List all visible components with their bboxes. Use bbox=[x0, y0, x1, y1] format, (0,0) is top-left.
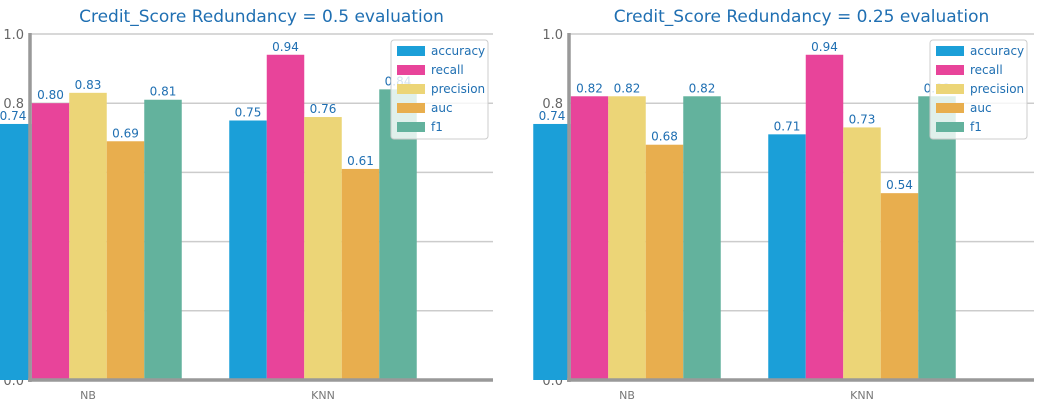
chart-panel-2: Credit_Score Redundancy = 0.25 evaluatio… bbox=[533, 7, 1034, 402]
legend-label-recall: recall bbox=[970, 63, 1003, 77]
y-tick-label: 1.0 bbox=[542, 28, 563, 43]
data-label-auc-NB: 0.68 bbox=[651, 130, 678, 144]
legend-swatch-accuracy bbox=[936, 46, 964, 56]
data-label-auc-KNN: 0.54 bbox=[886, 178, 913, 192]
bar-f1-NB bbox=[683, 96, 721, 380]
data-label-precision-KNN: 0.73 bbox=[849, 112, 876, 126]
bar-auc-NB bbox=[106, 141, 145, 380]
bar-accuracy-NB bbox=[0, 123, 32, 381]
bar-recall-NB bbox=[570, 96, 609, 380]
bar-auc-NB bbox=[645, 144, 684, 380]
chart-title: Credit_Score Redundancy = 0.25 evaluatio… bbox=[614, 7, 990, 27]
bar-accuracy-KNN bbox=[229, 120, 267, 380]
bar-recall-KNN bbox=[266, 54, 305, 380]
x-tick-label: NB bbox=[619, 389, 635, 402]
data-label-accuracy-KNN: 0.75 bbox=[235, 106, 262, 120]
legend-label-precision: precision bbox=[970, 82, 1024, 96]
legend-label-auc: auc bbox=[970, 101, 992, 115]
y-tick-label: 0.8 bbox=[3, 97, 24, 112]
data-label-auc-NB: 0.69 bbox=[112, 126, 139, 140]
legend: accuracy recall precision auc f1 bbox=[390, 39, 489, 140]
bar-precision-KNN bbox=[843, 127, 881, 380]
legend-swatch-recall bbox=[936, 65, 964, 75]
legend-label-accuracy: accuracy bbox=[970, 44, 1024, 58]
legend-frame bbox=[929, 39, 1028, 140]
bar-precision-KNN bbox=[304, 117, 342, 380]
legend-swatch-auc bbox=[936, 103, 964, 113]
bar-f1-NB bbox=[144, 99, 182, 381]
data-label-accuracy-NB: 0.74 bbox=[539, 109, 566, 123]
legend: accuracy recall precision auc f1 bbox=[929, 39, 1028, 140]
legend-swatch-accuracy bbox=[397, 46, 425, 56]
bar-recall-KNN bbox=[805, 54, 844, 380]
legend-swatch-auc bbox=[397, 103, 425, 113]
bar-auc-KNN bbox=[341, 168, 380, 380]
legend-swatch-f1 bbox=[397, 122, 425, 132]
data-label-precision-NB: 0.82 bbox=[614, 81, 641, 95]
legend-frame bbox=[390, 39, 489, 140]
legend-label-precision: precision bbox=[431, 82, 485, 96]
legend-swatch-precision bbox=[397, 84, 425, 94]
legend-swatch-recall bbox=[397, 65, 425, 75]
data-label-precision-KNN: 0.76 bbox=[310, 102, 337, 116]
data-label-f1-NB: 0.81 bbox=[150, 85, 177, 99]
bar-accuracy-KNN bbox=[768, 134, 806, 380]
data-label-accuracy-NB: 0.74 bbox=[0, 109, 26, 123]
legend-label-auc: auc bbox=[431, 101, 453, 115]
data-label-accuracy-KNN: 0.71 bbox=[774, 119, 801, 133]
bar-recall-NB bbox=[31, 103, 70, 380]
legend-label-recall: recall bbox=[431, 63, 464, 77]
data-label-recall-NB: 0.82 bbox=[576, 81, 603, 95]
x-tick-label: NB bbox=[80, 389, 96, 402]
data-label-f1-NB: 0.82 bbox=[689, 81, 716, 95]
bar-precision-NB bbox=[608, 96, 646, 380]
data-label-recall-NB: 0.80 bbox=[37, 88, 64, 102]
bar-f1-KNN bbox=[918, 96, 956, 380]
x-tick-label: KNN bbox=[311, 389, 335, 402]
legend-label-f1: f1 bbox=[970, 120, 982, 134]
bar-precision-NB bbox=[69, 92, 107, 380]
x-tick-label: KNN bbox=[850, 389, 874, 402]
chart-panel-1: Credit_Score Redundancy = 0.5 evaluation… bbox=[0, 7, 493, 402]
legend-label-f1: f1 bbox=[431, 120, 443, 134]
data-label-auc-KNN: 0.61 bbox=[347, 154, 374, 168]
y-tick-label: 0.8 bbox=[542, 97, 563, 112]
chart-title: Credit_Score Redundancy = 0.5 evaluation bbox=[79, 7, 444, 27]
bar-auc-KNN bbox=[880, 193, 919, 380]
y-tick-label: 1.0 bbox=[3, 28, 24, 43]
legend-swatch-f1 bbox=[936, 122, 964, 132]
bar-accuracy-NB bbox=[533, 123, 571, 381]
data-label-recall-KNN: 0.94 bbox=[272, 40, 299, 54]
data-label-recall-KNN: 0.94 bbox=[811, 40, 838, 54]
data-label-precision-NB: 0.83 bbox=[75, 78, 102, 92]
legend-swatch-precision bbox=[936, 84, 964, 94]
legend-label-accuracy: accuracy bbox=[431, 44, 485, 58]
